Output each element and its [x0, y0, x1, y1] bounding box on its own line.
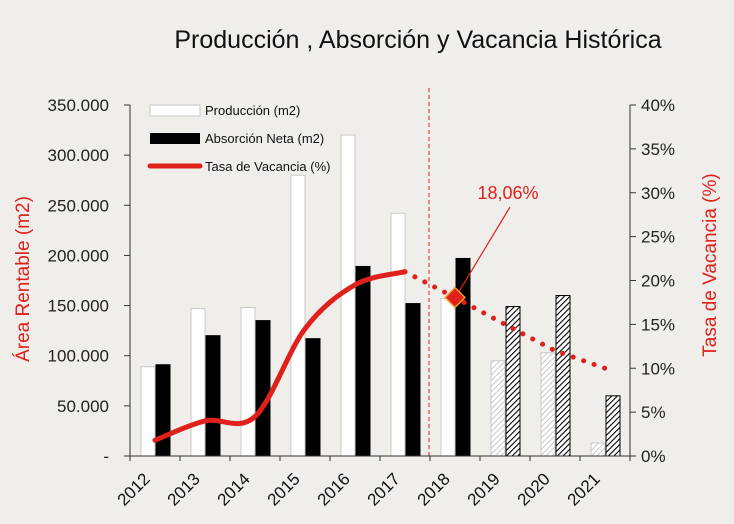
bar-produccion — [440, 298, 456, 457]
y-right-tick-label: 40% — [641, 96, 675, 115]
legend-swatch-produccion — [149, 104, 201, 117]
vacancy-line-historic — [152, 269, 408, 443]
x-tick-label: 2012 — [114, 469, 154, 509]
bar-produccion — [190, 308, 206, 457]
annotation-label: 18,06% — [477, 183, 538, 203]
x-tick-label: 2013 — [164, 469, 204, 509]
bar-absorcion — [255, 320, 271, 457]
y-left-tick-label: 100.000 — [48, 347, 109, 366]
x-tick-label: 2014 — [214, 469, 254, 509]
legend-swatch-absorcion — [150, 133, 200, 144]
x-tick-label: 2017 — [364, 469, 404, 509]
y-right-tick-label: 5% — [641, 403, 666, 422]
bar-produccion — [140, 366, 156, 457]
y-right-tick-label: 25% — [641, 228, 675, 247]
x-tick-label: 2020 — [514, 469, 554, 509]
x-tick-label: 2016 — [314, 469, 354, 509]
x-tick-label: 2019 — [464, 469, 504, 509]
bar-absorcion — [405, 303, 421, 457]
bar-absorcion — [555, 295, 571, 457]
y-left-tick-label: 350.000 — [48, 96, 109, 115]
bar-absorcion — [455, 257, 471, 457]
legend-label-absorcion: Absorción Neta (m2) — [205, 131, 324, 146]
y-left-tick-label: 50.000 — [57, 397, 109, 416]
bar-absorcion — [305, 338, 321, 457]
y-left-tick-label: 300.000 — [48, 146, 109, 165]
y-right-tick-label: 30% — [641, 184, 675, 203]
bar-absorcion — [355, 265, 371, 457]
legend-label-produccion: Producción (m2) — [205, 103, 300, 118]
x-tick-label: 2018 — [414, 469, 454, 509]
bar-produccion — [540, 352, 556, 457]
y-axis-right-label: Tasa de Vacancia (%) — [700, 173, 721, 356]
y-axis-left-label: Área Rentable (m2) — [13, 196, 34, 362]
bar-produccion — [390, 212, 406, 457]
x-tick-label: 2021 — [564, 469, 604, 509]
y-left-tick-label: - — [103, 447, 109, 466]
bar-absorcion — [155, 364, 171, 457]
annotation-leader — [458, 206, 511, 292]
y-left-tick-label: 150.000 — [48, 297, 109, 316]
bar-absorcion — [205, 335, 221, 457]
y-left-tick-label: 200.000 — [48, 246, 109, 265]
bar-produccion — [490, 360, 506, 457]
bar-produccion — [290, 174, 306, 457]
bar-absorcion — [605, 395, 621, 457]
y-right-tick-label: 20% — [641, 272, 675, 291]
bar-produccion — [240, 307, 256, 457]
y-right-tick-label: 35% — [641, 140, 675, 159]
x-tick-label: 2015 — [264, 469, 304, 509]
bar-produccion — [340, 134, 356, 457]
y-left-tick-label: 250.000 — [48, 196, 109, 215]
bar-produccion — [590, 442, 606, 457]
y-right-tick-label: 15% — [641, 315, 675, 334]
y-right-tick-label: 0% — [641, 447, 666, 466]
chart-title: Producción , Absorción y Vacancia Histór… — [174, 26, 661, 54]
annotation-marker — [444, 286, 466, 309]
vacancy-line-projected — [402, 269, 608, 371]
y-right-tick-label: 10% — [641, 359, 675, 378]
legend-label-vacancia: Tasa de Vacancia (%) — [205, 159, 331, 174]
